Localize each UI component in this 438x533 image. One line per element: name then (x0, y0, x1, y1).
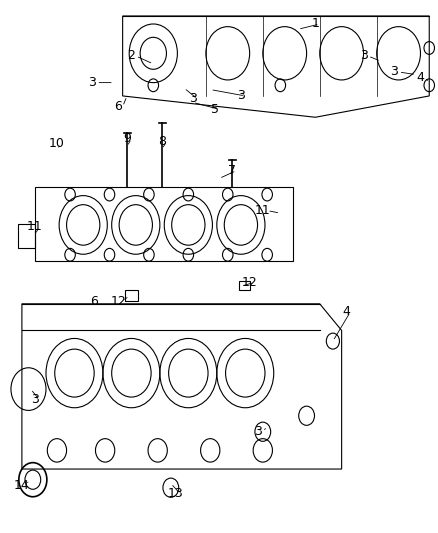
Text: 10: 10 (49, 138, 65, 150)
Text: 12: 12 (110, 295, 126, 308)
Text: 2: 2 (127, 50, 135, 62)
Text: 3: 3 (254, 425, 262, 438)
Text: 9: 9 (123, 132, 131, 145)
Text: 11: 11 (27, 220, 43, 233)
Text: 6: 6 (90, 295, 98, 308)
Text: 5: 5 (211, 103, 219, 116)
Text: 12: 12 (242, 276, 258, 289)
Text: 3: 3 (360, 50, 367, 62)
Text: 3: 3 (189, 92, 197, 105)
Text: 4: 4 (342, 305, 350, 318)
Text: 7: 7 (228, 164, 236, 177)
Text: 3: 3 (31, 393, 39, 406)
Text: 1: 1 (311, 18, 319, 30)
Text: 8: 8 (158, 135, 166, 148)
Text: 14: 14 (14, 479, 30, 491)
Text: 11: 11 (255, 204, 271, 217)
Text: 3: 3 (237, 90, 245, 102)
Text: 4: 4 (417, 71, 424, 84)
Text: 13: 13 (167, 487, 183, 499)
Text: 3: 3 (390, 66, 398, 78)
Text: 6: 6 (114, 100, 122, 113)
Text: 3: 3 (88, 76, 96, 89)
